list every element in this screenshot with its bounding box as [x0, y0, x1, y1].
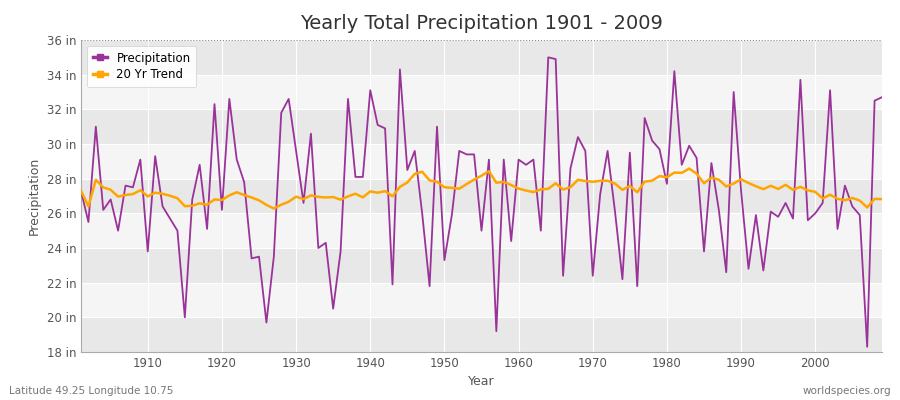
- Text: Latitude 49.25 Longitude 10.75: Latitude 49.25 Longitude 10.75: [9, 386, 174, 396]
- Bar: [81, 75, 882, 109]
- Title: Yearly Total Precipitation 1901 - 2009: Yearly Total Precipitation 1901 - 2009: [300, 14, 663, 33]
- Bar: [81, 109, 882, 144]
- Bar: [81, 283, 882, 317]
- Legend: Precipitation, 20 Yr Trend: Precipitation, 20 Yr Trend: [87, 46, 196, 87]
- Bar: [81, 144, 882, 179]
- Bar: [81, 179, 882, 213]
- Bar: [81, 40, 882, 75]
- Text: worldspecies.org: worldspecies.org: [803, 386, 891, 396]
- Bar: [81, 213, 882, 248]
- Y-axis label: Precipitation: Precipitation: [28, 157, 41, 235]
- X-axis label: Year: Year: [468, 376, 495, 388]
- Bar: [81, 317, 882, 352]
- Bar: [81, 248, 882, 283]
